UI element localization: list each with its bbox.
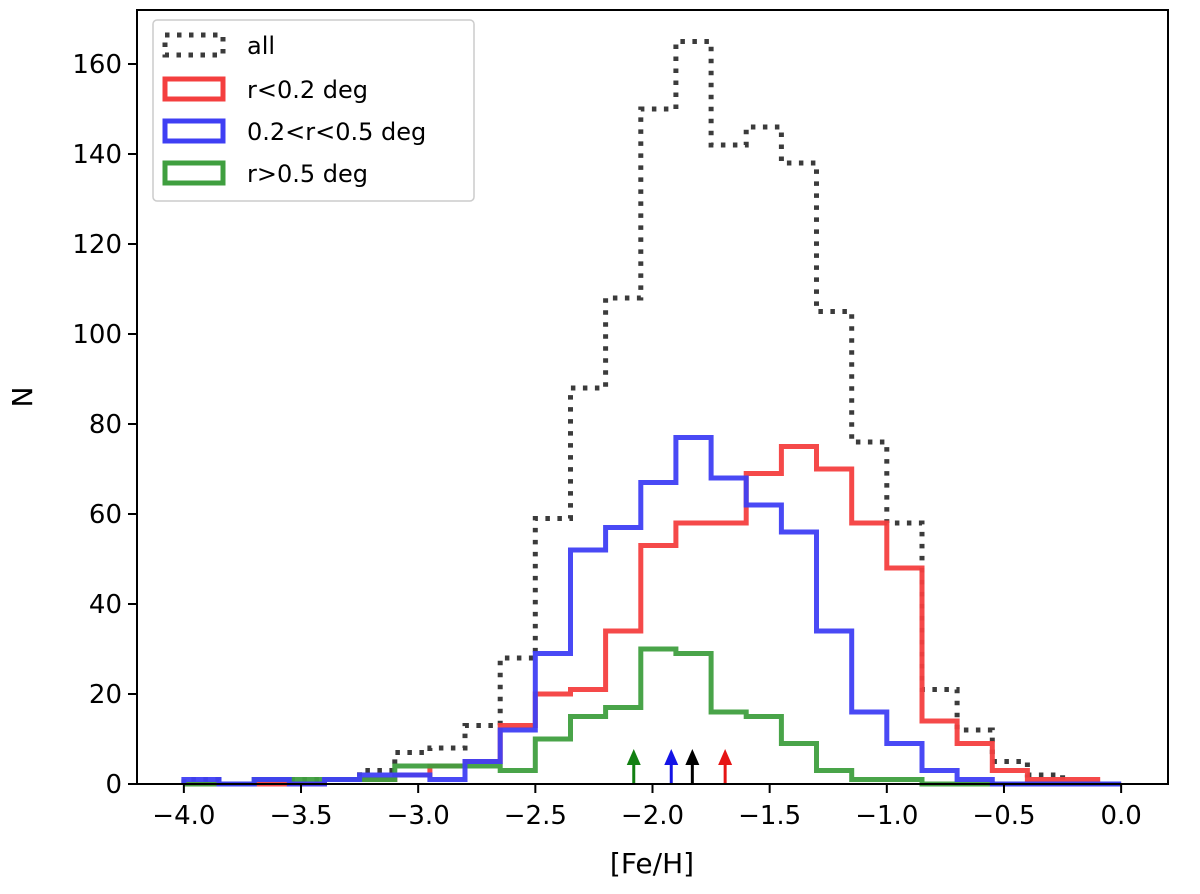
y-tick-label: 0	[105, 770, 122, 800]
y-tick-label: 40	[89, 590, 122, 620]
histogram-series-r-gt-0-5-deg	[183, 646, 1122, 787]
legend-entry-r-gt-0-5: r>0.5 deg	[162, 160, 368, 188]
y-tick-label: 60	[89, 500, 122, 530]
x-tick-label: −3.0	[387, 801, 450, 831]
y-tick-label: 100	[72, 320, 122, 350]
legend-label-r-lt-0-2: r<0.2 deg	[247, 76, 368, 104]
y-tick-label: 160	[72, 50, 122, 80]
y-axis-title: N	[6, 387, 39, 408]
y-axis: 0 20 40 60 80 100 120 140 160	[72, 50, 137, 800]
mean-arrow-r-lt-0-2-deg	[718, 749, 733, 783]
mean-markers-layer	[626, 749, 733, 783]
mean-arrow-r-gt-0-5-deg	[626, 749, 641, 783]
histogram-series-0-2-lt-r-lt-0-5-deg	[181, 435, 1122, 787]
legend-label-r-0-2-to-0-5: 0.2<r<0.5 deg	[247, 118, 426, 146]
x-tick-label: −0.5	[972, 801, 1035, 831]
legend-label-r-gt-0-5: r>0.5 deg	[247, 160, 368, 188]
legend-entry-r-lt-0-2: r<0.2 deg	[162, 76, 368, 104]
y-tick-label: 20	[89, 680, 122, 710]
legend-swatch-r-lt-0-2	[162, 76, 226, 102]
x-axis: −4.0 −3.5 −3.0 −2.5 −2.0 −1.5 −1.0 −0.5 0.0	[152, 784, 1142, 831]
x-tick-label: −2.5	[504, 801, 567, 831]
legend-swatch-r-gt-0-5	[162, 160, 226, 186]
legend-label-all: all	[247, 32, 275, 60]
x-tick-label: 0.0	[1100, 801, 1141, 831]
legend-entry-all: all	[162, 32, 275, 60]
x-tick-label: −4.0	[152, 801, 215, 831]
series-layer	[181, 39, 1122, 787]
x-tick-label: −2.0	[621, 801, 684, 831]
x-tick-label: −3.5	[269, 801, 332, 831]
legend: all r<0.2 deg 0.2<r<0.5 deg r>0.5 deg	[152, 19, 475, 202]
x-axis-title: [Fe/H]	[610, 847, 694, 880]
x-tick-label: −1.5	[738, 801, 801, 831]
legend-swatch-r-0-2-to-0-5	[162, 118, 226, 144]
mean-arrow-0-2-lt-r-lt-0-5-deg	[664, 749, 679, 783]
legend-entry-r-0-2-to-0-5: 0.2<r<0.5 deg	[162, 118, 426, 146]
legend-box	[152, 19, 475, 202]
x-tick-label: −1.0	[855, 801, 918, 831]
legend-swatch-all	[162, 32, 226, 58]
mean-arrow-all	[685, 749, 700, 783]
y-tick-label: 80	[89, 410, 122, 440]
y-tick-label: 120	[72, 230, 122, 260]
y-tick-label: 140	[72, 140, 122, 170]
